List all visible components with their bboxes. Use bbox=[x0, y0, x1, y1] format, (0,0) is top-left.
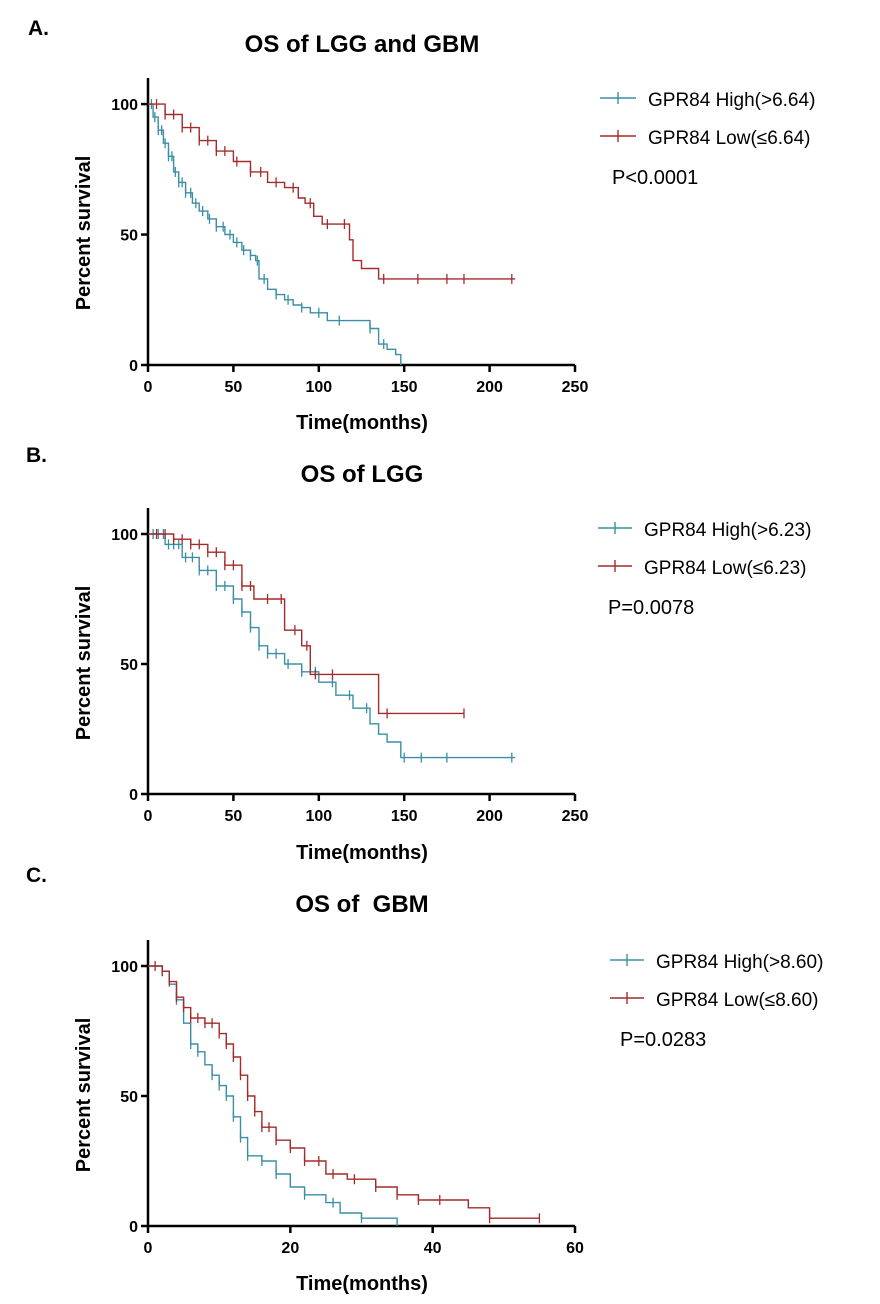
x-tick-label: 200 bbox=[476, 379, 503, 396]
x-tick-label: 150 bbox=[391, 379, 418, 396]
p-value: P<0.0001 bbox=[612, 167, 698, 189]
legend-label-high: GPR84 High(>6.23) bbox=[644, 520, 811, 541]
y-axis-label: Percent survival bbox=[73, 586, 95, 741]
chart-title: OS of LGG bbox=[301, 461, 424, 488]
x-tick-label: 50 bbox=[225, 379, 243, 396]
chart-title: OS of LGG and GBM bbox=[245, 31, 480, 58]
legend-label-high: GPR84 High(>6.64) bbox=[648, 90, 815, 111]
panel-label: B. bbox=[26, 444, 47, 467]
legend-label-low: GPR84 Low(≤6.23) bbox=[644, 558, 807, 579]
x-tick-label: 40 bbox=[424, 1240, 442, 1257]
x-tick-label: 0 bbox=[144, 379, 153, 396]
panel-b: B. OS of LGG Percent survival Time(month… bbox=[26, 444, 811, 864]
legend-label-low: GPR84 Low(≤8.60) bbox=[656, 990, 819, 1011]
x-tick-label: 200 bbox=[476, 808, 503, 825]
x-tick-label: 100 bbox=[305, 808, 332, 825]
p-value: P=0.0078 bbox=[608, 597, 694, 619]
y-tick-label: 0 bbox=[129, 1219, 138, 1236]
y-tick-label: 100 bbox=[111, 959, 138, 976]
x-tick-label: 20 bbox=[281, 1240, 299, 1257]
x-tick-label: 250 bbox=[562, 379, 589, 396]
panel-a: A. OS of LGG and GBM Percent survival Ti… bbox=[28, 17, 815, 434]
plot-area: 0 50 100 0 50 100 150 200 250 bbox=[111, 508, 632, 825]
y-tick-label: 100 bbox=[111, 97, 138, 114]
x-axis-label: Time(months) bbox=[296, 412, 428, 434]
legend-label-high: GPR84 High(>8.60) bbox=[656, 952, 823, 973]
legend-marker-low bbox=[600, 130, 636, 142]
legend-marker-low bbox=[610, 992, 644, 1004]
x-tick-label: 150 bbox=[391, 808, 418, 825]
x-axis-label: Time(months) bbox=[296, 1273, 428, 1295]
x-tick-label: 250 bbox=[562, 808, 589, 825]
series-line-high bbox=[148, 965, 398, 1226]
x-tick-label: 60 bbox=[566, 1240, 584, 1257]
series-line-low bbox=[148, 103, 516, 280]
x-axis-label: Time(months) bbox=[296, 842, 428, 864]
x-tick-label: 50 bbox=[225, 808, 243, 825]
panel-label: C. bbox=[26, 864, 47, 887]
plot-area: 0 50 100 0 50 100 150 200 250 bbox=[111, 78, 636, 396]
legend-marker-low bbox=[598, 560, 632, 572]
legend-marker-high bbox=[610, 954, 644, 966]
chart-title: OS of GBM bbox=[295, 891, 428, 918]
y-tick-label: 100 bbox=[111, 527, 138, 544]
y-axis-label: Percent survival bbox=[73, 156, 95, 311]
legend-marker-high bbox=[600, 92, 636, 104]
series-line-low bbox=[148, 533, 464, 715]
y-axis-label: Percent survival bbox=[73, 1018, 95, 1173]
x-tick-label: 100 bbox=[305, 379, 332, 396]
panel-c: C. OS of GBM Percent survival Time(month… bbox=[26, 864, 823, 1295]
series-line-low bbox=[148, 965, 540, 1219]
series-line-high bbox=[148, 103, 402, 365]
x-tick-label: 0 bbox=[144, 808, 153, 825]
y-tick-label: 50 bbox=[120, 657, 138, 674]
x-tick-label: 0 bbox=[144, 1240, 153, 1257]
y-tick-label: 50 bbox=[120, 1089, 138, 1106]
y-tick-label: 0 bbox=[129, 358, 138, 375]
legend-label-low: GPR84 Low(≤6.64) bbox=[648, 128, 811, 149]
y-tick-label: 0 bbox=[129, 787, 138, 804]
series-line-high bbox=[148, 533, 516, 759]
panel-label: A. bbox=[28, 17, 49, 40]
legend-marker-high bbox=[598, 522, 632, 534]
y-tick-label: 50 bbox=[120, 228, 138, 245]
plot-area: 0 50 100 0 20 40 60 bbox=[111, 940, 644, 1257]
p-value: P=0.0283 bbox=[620, 1029, 706, 1051]
